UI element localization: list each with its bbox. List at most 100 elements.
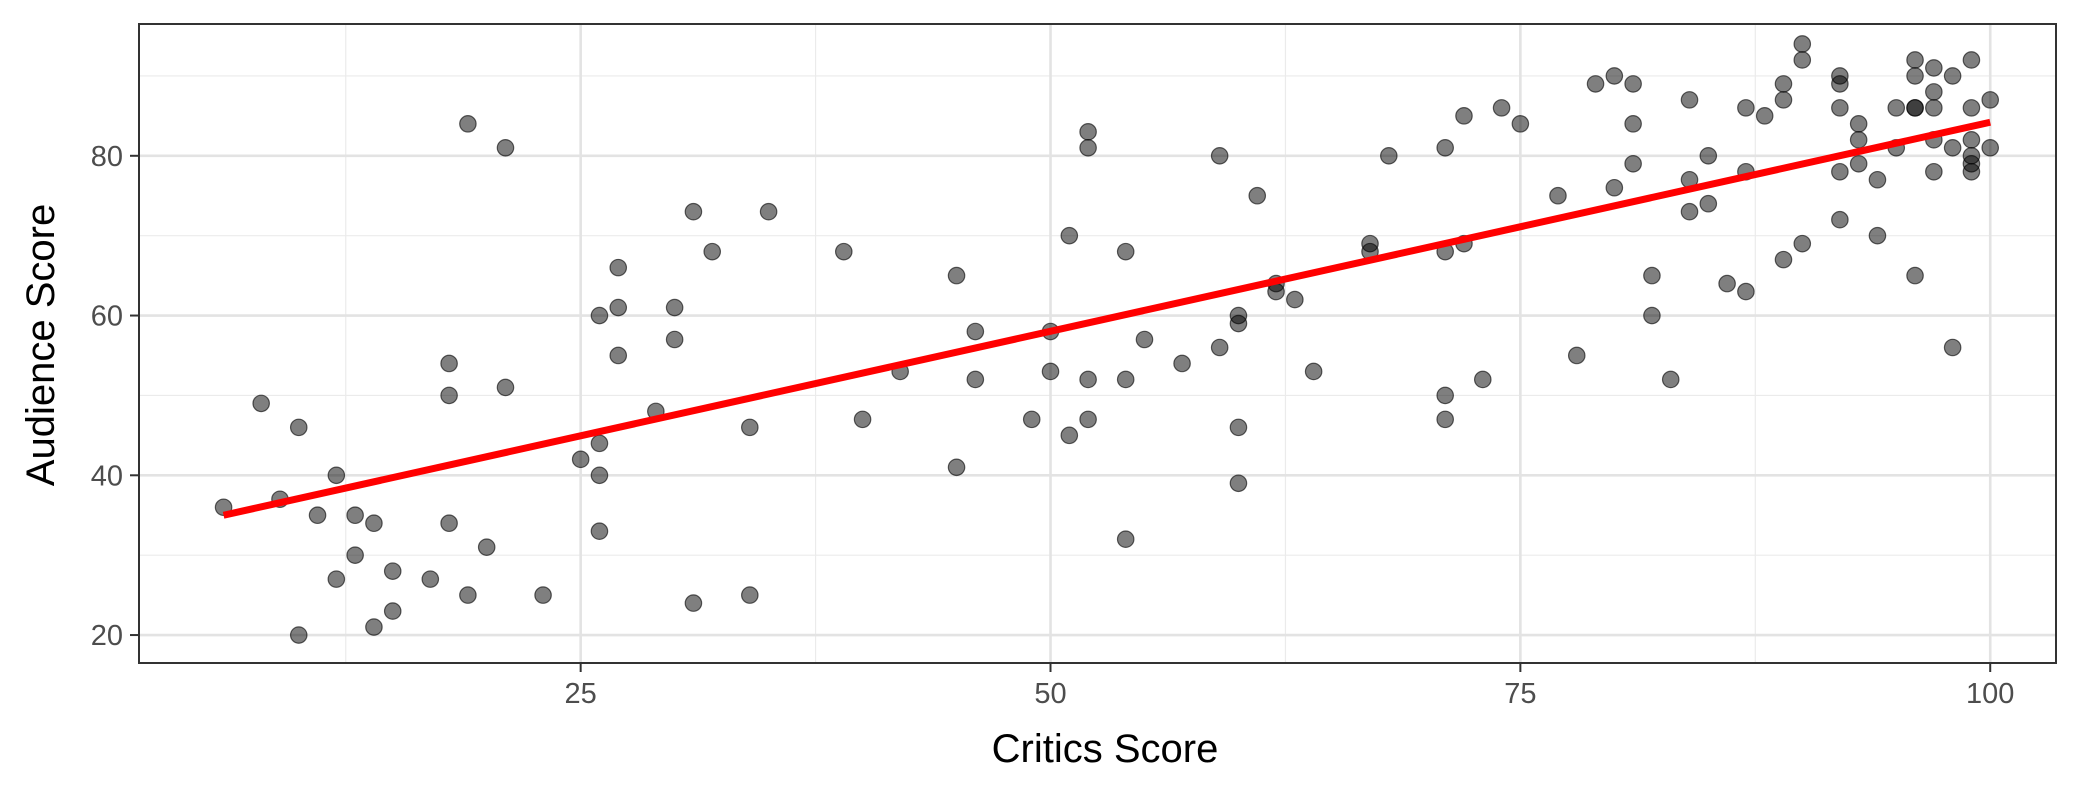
data-point — [346, 546, 364, 564]
data-point — [1173, 354, 1191, 373]
data-point — [1304, 362, 1323, 381]
data-point — [440, 386, 458, 405]
data-point — [741, 418, 759, 437]
major-gridlines — [139, 24, 2056, 663]
data-point — [289, 626, 308, 644]
data-point — [1831, 162, 1849, 181]
data-point — [346, 506, 364, 525]
data-point — [1962, 162, 1981, 181]
x-axis-ticks: 25 50 75 100 — [565, 663, 2014, 710]
data-point — [1962, 131, 1981, 149]
data-point — [1755, 107, 1774, 125]
plot-border — [138, 23, 2057, 664]
data-point — [1774, 250, 1793, 269]
data-point — [590, 434, 609, 453]
data-point — [1793, 35, 1812, 53]
data-point — [1210, 338, 1229, 357]
data-point — [1436, 410, 1454, 429]
data-point — [1849, 115, 1868, 133]
data-point — [327, 466, 346, 485]
data-point — [1718, 274, 1736, 293]
data-point — [1229, 474, 1248, 493]
data-point — [741, 586, 759, 604]
data-point — [1906, 266, 1924, 285]
data-point — [703, 242, 722, 261]
y-tick-label: 20 — [91, 620, 123, 652]
data-point — [383, 602, 402, 620]
x-tick-label: 50 — [1034, 678, 1066, 710]
data-point — [1229, 314, 1248, 333]
data-point — [1473, 370, 1492, 389]
data-point — [590, 466, 609, 485]
data-point — [383, 562, 402, 580]
x-tick-label: 25 — [565, 678, 597, 710]
x-tick-label: 100 — [1966, 678, 2014, 710]
data-point — [1022, 410, 1041, 429]
data-point — [1079, 410, 1097, 429]
data-point — [1605, 178, 1624, 197]
data-point — [1925, 99, 1943, 117]
data-point — [1436, 139, 1454, 157]
trend-line — [222, 118, 1991, 519]
plot-frame — [138, 23, 2057, 664]
data-point — [1774, 75, 1793, 93]
data-point — [1060, 226, 1079, 245]
data-point — [609, 346, 628, 365]
data-point — [1793, 234, 1812, 253]
y-tick-label: 80 — [91, 141, 123, 173]
y-axis-ticks: 20 40 60 80 — [91, 141, 139, 652]
data-point — [1624, 75, 1642, 93]
data-point — [1079, 139, 1097, 157]
data-point — [1962, 99, 1981, 117]
y-axis-title: Audience Score — [19, 204, 63, 486]
data-point — [947, 266, 966, 285]
data-point — [1943, 139, 1962, 157]
data-point — [1943, 338, 1962, 357]
data-point — [1116, 370, 1135, 389]
x-tick-label: 75 — [1504, 678, 1536, 710]
data-point — [440, 354, 458, 373]
minor-gridlines — [139, 24, 2056, 663]
data-point — [1380, 146, 1398, 165]
data-point — [1248, 186, 1267, 205]
data-point — [477, 538, 496, 556]
data-point — [1981, 139, 2000, 157]
data-point — [308, 506, 327, 525]
data-point — [1906, 67, 1924, 85]
data-point — [853, 410, 872, 429]
data-point — [1680, 202, 1699, 221]
data-point — [966, 322, 985, 341]
data-point — [1116, 530, 1135, 548]
data-point — [1849, 131, 1868, 149]
data-point — [1906, 51, 1924, 69]
data-point — [684, 202, 703, 221]
data-point — [1116, 242, 1135, 261]
y-tick-label: 60 — [91, 301, 123, 333]
data-point — [1041, 362, 1060, 381]
data-point — [1774, 91, 1793, 109]
data-point — [684, 594, 703, 612]
data-point — [665, 298, 684, 317]
data-point — [1887, 99, 1906, 117]
x-axis-title: Critics Score — [992, 727, 1219, 771]
data-point — [421, 570, 440, 588]
data-point — [1737, 99, 1755, 117]
data-point — [1868, 226, 1887, 245]
data-point — [1511, 115, 1530, 133]
data-point — [1286, 290, 1304, 309]
data-point — [1605, 67, 1624, 85]
data-point — [1793, 51, 1812, 69]
data-point — [534, 586, 552, 604]
data-point — [1699, 194, 1718, 213]
data-point — [1229, 418, 1248, 437]
data-point — [1079, 123, 1097, 141]
data-point — [459, 115, 477, 133]
data-point — [1831, 75, 1849, 93]
data-point — [1699, 146, 1718, 165]
data-point — [590, 306, 609, 325]
data-point — [590, 522, 609, 541]
data-point — [289, 418, 308, 437]
data-point — [834, 242, 853, 261]
y-tick-label: 40 — [91, 460, 123, 492]
data-point — [966, 370, 985, 389]
